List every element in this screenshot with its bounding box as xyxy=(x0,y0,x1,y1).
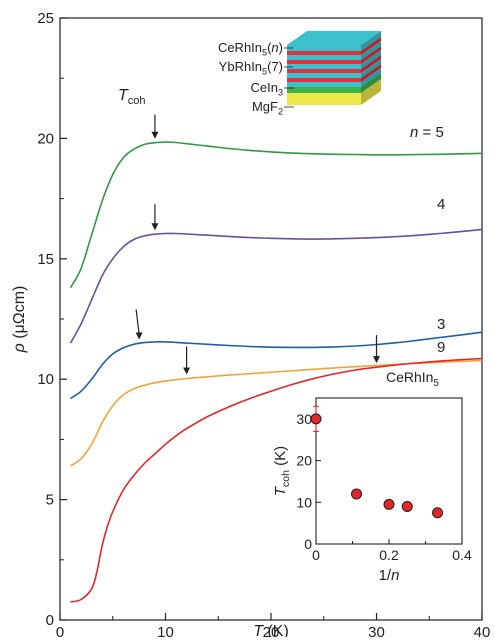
stack-layer-side xyxy=(361,64,381,82)
y-tick-label: 25 xyxy=(37,10,54,27)
series-n9-label: 9 xyxy=(437,339,445,356)
series-cerhin5-line xyxy=(70,357,483,603)
stack-layer-label: YbRhIn5(7) xyxy=(219,59,283,77)
tcoh-arrow-shaft xyxy=(135,309,140,335)
stack-layer-side xyxy=(361,55,381,73)
y-axis-label: ρ (μΩcm) xyxy=(11,286,28,354)
inset-data-point xyxy=(401,500,413,512)
x-tick-label: 40 xyxy=(474,624,491,637)
y-tick-label: 0 xyxy=(46,612,54,629)
inset-x-tick-label: 0 xyxy=(312,547,320,563)
tcoh-arrow-head xyxy=(183,367,191,375)
series-n5-line xyxy=(69,141,483,289)
tcoh-annotation: Tcoh xyxy=(118,87,146,107)
inset-y-tick-label: 0 xyxy=(304,536,312,552)
stack-layer-front xyxy=(287,78,361,82)
inset-y-tick-label: 10 xyxy=(296,494,312,510)
inset-data-point xyxy=(432,507,444,519)
stack-layer-label: CeIn3 xyxy=(250,80,283,98)
stack-layer-side xyxy=(361,46,381,64)
stack-layer-front xyxy=(287,69,361,73)
inset-data-point xyxy=(310,413,322,425)
tcoh-arrow-head xyxy=(135,332,143,340)
y-tick-label: 15 xyxy=(37,251,54,268)
x-axis-label: T (K) xyxy=(253,623,289,637)
stack-layer-front xyxy=(287,64,361,69)
tcoh-arrow-head xyxy=(373,356,380,364)
inset-y-tick-label: 20 xyxy=(296,453,312,469)
stack-layer-front xyxy=(287,93,361,105)
stack-layer-front xyxy=(287,45,361,51)
stack-layer-front xyxy=(287,60,361,64)
x-tick-label: 30 xyxy=(368,624,385,637)
stack-layer-label: CeRhIn5(n) xyxy=(218,40,283,58)
series-n4-line xyxy=(69,228,483,344)
tcoh-arrow-head xyxy=(151,131,159,139)
inset-data-point xyxy=(383,498,395,510)
x-tick-label: 0 xyxy=(56,624,64,637)
stack-layer-front xyxy=(287,73,361,78)
inset-y-axis-label: Tcoh (K) xyxy=(272,446,292,496)
stack-top-face xyxy=(287,31,381,45)
inset-y-tick-label: 30 xyxy=(296,411,312,427)
stack-layer-side xyxy=(361,79,381,105)
series-n4-label: 4 xyxy=(437,196,445,213)
stack-layer-front xyxy=(287,51,361,55)
stack-layer-side xyxy=(361,73,381,93)
y-tick-label: 5 xyxy=(46,492,54,509)
y-tick-label: 10 xyxy=(37,371,54,388)
series-n5-label: n = 5 xyxy=(410,124,444,141)
x-tick-label: 10 xyxy=(157,624,174,637)
stack-layer-side xyxy=(361,68,381,87)
inset-x-tick-label: 0.2 xyxy=(379,547,399,563)
stack-layer-side xyxy=(361,41,381,60)
stack-layer-side xyxy=(361,31,381,51)
stack-layer-label: MgF2 xyxy=(252,99,283,117)
stack-layer-front xyxy=(287,55,361,60)
inset-data-point xyxy=(351,488,363,500)
stack-layer-side xyxy=(361,59,381,78)
inset-x-tick-label: 0.4 xyxy=(452,547,472,563)
series-n3-line xyxy=(70,331,483,400)
stack-layer-front xyxy=(287,82,361,87)
inset-x-axis-label: 1/n xyxy=(379,567,400,584)
series-n3-label: 3 xyxy=(437,316,445,333)
tcoh-arrow-head xyxy=(151,223,159,231)
stack-layer-side xyxy=(361,37,381,55)
stack-layer-side xyxy=(361,50,381,69)
y-tick-label: 20 xyxy=(37,130,54,147)
series-cerhin5-label: CeRhIn5 xyxy=(386,369,439,389)
inset-frame xyxy=(315,397,463,545)
stack-layer-front xyxy=(287,87,361,93)
